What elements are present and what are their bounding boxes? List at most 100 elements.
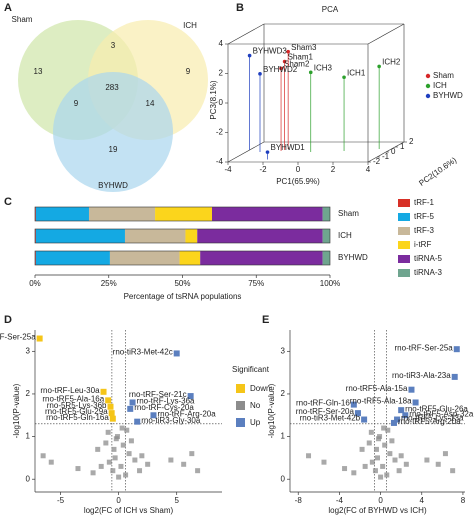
x-tick-label: -2 [259,165,267,174]
x-tick-label: -4 [224,165,232,174]
bar-outline [34,228,331,244]
point-label: BYHWD2 [263,65,298,74]
legend-label: tRF-5 [414,212,435,221]
point [442,451,448,457]
y-tick-label: -1 [382,152,390,161]
point [359,446,365,452]
point [108,410,115,417]
point [111,446,117,452]
point [132,457,138,463]
region-count: 283 [105,83,119,92]
point [369,459,375,465]
z-tick-label: 0 [219,98,224,107]
point-label: BYHWD1 [271,143,306,152]
legend-swatch [398,199,410,207]
point-label: rno-tiR3-Ala-23a [392,371,451,380]
panel-label: B [236,2,244,14]
x-tick-label: 5 [174,496,179,505]
panel-label: E [262,314,269,326]
point-label: ICH3 [314,63,333,72]
bar-segment [124,229,186,243]
x-axis-label: PC1(65.9%) [276,177,320,186]
point [40,453,46,459]
point-label: BYHWD3 [253,47,288,56]
point [424,457,430,463]
bar-segment [35,229,36,243]
x-tick-label: 4 [420,496,425,505]
point [366,440,372,446]
point [385,427,391,433]
point [109,415,116,422]
point [368,429,374,435]
bar-segment [322,251,330,265]
point [181,461,187,467]
point-label: rno-tiR3-Met-42b [300,414,361,423]
point-label: rno-tRF-Cys-20a [134,403,194,412]
point-label: rno-tRF-Ser-25a [395,343,454,352]
z-axis-label: PC3(8.1%) [209,80,218,119]
point [372,468,378,474]
point [382,442,388,448]
region-count: 9 [186,67,191,76]
y-axis-label: -log10(P-value) [12,383,21,438]
y-axis-label: PC2(10.6%) [417,155,458,188]
legend-label: tRF-1 [414,198,435,207]
point [408,386,415,393]
point-label: rno-tRF-Leu-30a [40,386,100,395]
category-label: Sham [338,209,359,218]
point [308,70,313,75]
point [265,150,270,154]
legend-label: Up [250,418,261,427]
point [123,472,129,478]
point-label: rno-tRF5-Ala-18a [350,397,412,406]
region-count: 14 [146,99,155,108]
legend-label: i-tRF [414,240,431,249]
point [375,455,380,461]
point [75,466,81,472]
bar-segment [185,229,198,243]
y-tick-label: 1 [281,432,286,441]
point [258,72,262,76]
y-tick-label: 0 [391,147,396,156]
point [390,419,397,426]
point-label: rno-tiR3-Gly-30a [141,416,201,425]
point-label: rno-tRF5-Glu-26a [405,404,468,413]
bar-segment [35,207,89,221]
point [116,474,122,480]
point [105,397,112,404]
point [321,459,327,465]
point-label: Sham1 [288,53,314,62]
x-axis-label: Percentage of tsRNA populations [124,292,242,301]
point [342,75,346,80]
legend-swatch [398,269,410,277]
bar-segment [212,207,323,221]
region-count: 3 [111,41,116,50]
z-tick-label: -4 [216,157,224,166]
point [107,403,114,410]
z-tick-label: 2 [219,69,224,78]
legend-label: tiRNA-3 [414,268,443,277]
y-axis-label: -log10(P-value) [267,383,276,438]
point [187,393,194,400]
legend-swatch [398,213,410,221]
point [124,427,130,433]
point [282,59,287,64]
legend-swatch [425,83,431,89]
point [139,453,145,459]
point [354,410,361,417]
point-label: rno-tRF5-Ala-15a [346,384,408,393]
point [361,416,368,423]
legend-swatch [236,401,245,410]
point [110,468,116,474]
x-axis-label: log2(FC of BYHWD vs ICH) [328,506,427,515]
x-tick-label: 0% [29,279,41,288]
chart-title: PCA [322,5,339,14]
point [450,468,456,474]
point [279,66,283,71]
point [378,474,384,480]
set-label: ICH [183,21,197,30]
bar-segment [35,251,36,265]
x-tick-label: 0 [116,496,121,505]
point-label: Sham3 [291,43,317,52]
